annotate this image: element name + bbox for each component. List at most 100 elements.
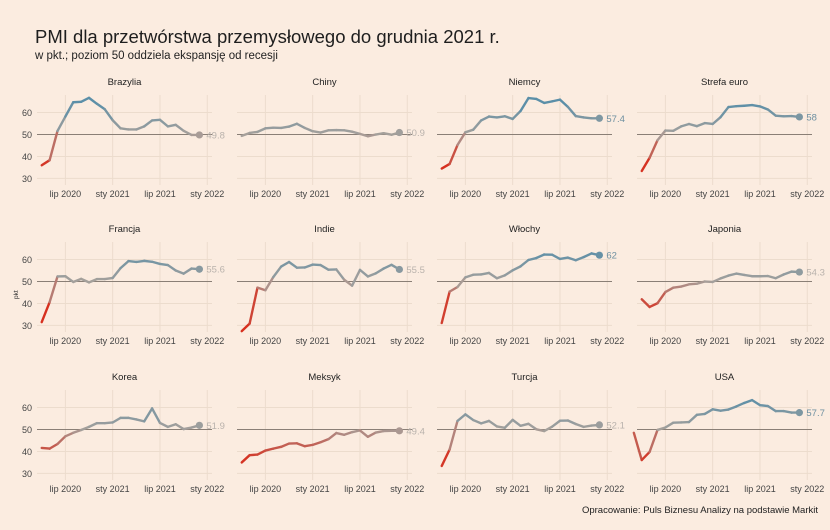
x-tick-label: lip 2021 (144, 189, 176, 199)
series-segment (503, 418, 514, 429)
series-segment (550, 253, 562, 261)
y-tick-label: 50 (22, 130, 32, 140)
series-segment (440, 448, 451, 468)
y-tick-label: 60 (22, 403, 32, 413)
series-segment (48, 275, 59, 304)
end-point (595, 251, 603, 259)
x-tick-label: sty 2021 (296, 484, 330, 494)
x-tick-label: lip 2020 (250, 189, 282, 199)
panel-indie: Indie lip 2020 sty 2021 lip 2021 sty 2022 55.… (237, 224, 425, 346)
series-segment (750, 398, 762, 407)
series-segment (774, 273, 785, 280)
series-segment (343, 129, 354, 133)
end-point (795, 113, 803, 121)
series-segment (135, 125, 146, 131)
series-segment (264, 126, 275, 130)
panel-brazylia: Brazylia 30 40 50 60 lip 2020 sty 2021 lip 2021… (22, 77, 225, 199)
series-segment (248, 286, 259, 325)
series-segment (511, 109, 522, 121)
series-segment (766, 108, 777, 117)
series-segment (566, 105, 577, 118)
x-tick-label: sty 2021 (496, 336, 530, 346)
series-segment (495, 274, 506, 280)
series-segment (479, 115, 491, 122)
series-segment (303, 263, 314, 269)
x-tick-label: sty 2021 (496, 484, 530, 494)
series-segment (495, 115, 506, 119)
end-value-label: 50.9 (406, 128, 425, 139)
series-segment (248, 130, 259, 135)
series-segment (319, 263, 330, 271)
end-point (395, 128, 403, 137)
series-segment (550, 419, 562, 428)
series-segment (519, 422, 530, 427)
panel-japonia: Japonia lip 2020 sty 2021 lip 2021 sty 2022 5… (637, 224, 825, 346)
end-value-label: 62 (606, 251, 617, 262)
panel-usa: USA lip 2020 sty 2021 lip 2021 sty 2022 57.7 (632, 372, 825, 494)
series-segment (264, 275, 275, 292)
series-segment (440, 162, 451, 170)
series-segment (335, 268, 346, 281)
x-tick-label: lip 2020 (650, 336, 682, 346)
series-segment (87, 277, 99, 284)
series-segment (135, 418, 146, 423)
series-segment (727, 405, 738, 411)
x-tick-label: lip 2020 (250, 336, 282, 346)
end-point (195, 421, 203, 429)
series-segment (535, 97, 546, 105)
series-segment (111, 119, 122, 130)
x-tick-label: lip 2021 (544, 189, 576, 199)
series-segment (111, 416, 122, 424)
series-segment (456, 131, 467, 147)
series-segment (711, 115, 722, 126)
x-tick-label: lip 2021 (344, 189, 376, 199)
x-tick-label: sty 2021 (696, 189, 730, 199)
series-segment (543, 100, 554, 105)
series-segment (279, 125, 291, 130)
panel-title: Korea (112, 372, 138, 383)
series-segment (240, 322, 251, 333)
panel-title: Strefa euro (701, 77, 748, 88)
series-segment (150, 260, 162, 266)
series-segment (440, 290, 451, 325)
end-point (595, 114, 603, 122)
series-segment (56, 115, 67, 133)
series-segment (382, 263, 393, 270)
series-segment (656, 426, 667, 432)
series-segment (166, 123, 177, 128)
series-segment (279, 260, 291, 268)
series-segment (127, 259, 138, 264)
source-caption: Opracowanie: Puls Biznesu Analizy na pod… (581, 505, 818, 516)
x-tick-label: lip 2021 (344, 484, 376, 494)
series-segment (464, 128, 475, 134)
x-tick-label: sty 2022 (390, 189, 424, 199)
panel-meksyk: Meksyk lip 2020 sty 2021 lip 2021 sty 2022 49… (237, 372, 425, 494)
series-segment (574, 422, 585, 429)
series-segment (87, 96, 99, 105)
x-tick-label: sty 2022 (790, 189, 824, 199)
panel-korea: Korea 30 40 50 60 lip 2020 sty 2021 lip 2021 sty… (22, 372, 225, 494)
series-segment (479, 271, 491, 276)
series-segment (679, 283, 691, 288)
series-segment (703, 408, 714, 416)
series-segment (182, 267, 193, 275)
series-segment (358, 429, 370, 438)
y-axis-label: pkt (13, 290, 20, 299)
series-segment (743, 398, 754, 405)
series-segment (695, 280, 706, 285)
series-segment (766, 404, 777, 413)
series-segment (240, 131, 251, 138)
series-segment (327, 431, 338, 441)
x-tick-label: lip 2021 (744, 189, 776, 199)
end-value-label: 55.6 (206, 265, 225, 276)
series-segment (664, 421, 675, 429)
panel-title: Indie (314, 224, 335, 235)
series-segment (582, 424, 593, 429)
series-segment (464, 273, 475, 279)
series-segment (456, 276, 467, 289)
series-segment (687, 122, 699, 128)
series-segment (743, 273, 754, 278)
series-segment (758, 403, 770, 408)
series-segment (472, 418, 483, 425)
